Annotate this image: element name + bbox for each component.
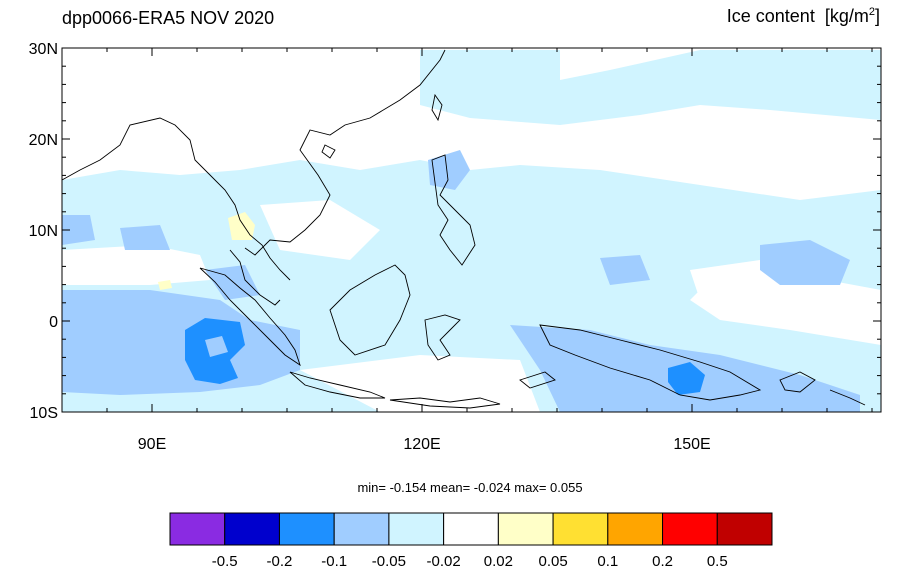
shade-yellow-dot: [158, 280, 172, 290]
shade-white-hole-4: [260, 200, 380, 260]
coast-borneo: [329, 264, 411, 356]
lat-label: 0: [49, 314, 58, 331]
coast-sulawesi: [424, 314, 461, 361]
coast-philippines: [431, 154, 476, 266]
shade-light-blue-west: [62, 215, 95, 245]
colorbar-swatch: [169, 512, 226, 546]
map-title: dpp0066-ERA5 NOV 2020: [62, 8, 275, 28]
shade-light-blue-bay: [120, 225, 170, 250]
coast-sumatra: [199, 267, 301, 367]
colorbar-swatch: [607, 512, 664, 546]
colorbar-swatch: [278, 512, 335, 546]
lat-label: 30N: [29, 41, 58, 58]
coastlines: [62, 49, 866, 409]
shade-light-cyan-north: [420, 50, 881, 125]
lon-label: 120E: [403, 436, 440, 453]
coast-taiwan: [431, 93, 443, 122]
colorbar-swatch: [552, 512, 609, 546]
lon-label: 90E: [138, 436, 166, 453]
lat-label: 10S: [30, 405, 58, 422]
coast-solomon: [829, 389, 866, 406]
coast-new-guinea: [539, 324, 762, 401]
shade-white-hole-1: [62, 245, 210, 285]
shade-blue-newguinea: [668, 362, 705, 395]
colorbar-tick-label: -0.5: [211, 553, 238, 570]
colorbar-tick-label: -0.1: [321, 553, 348, 570]
shade-light-blue-center: [600, 255, 650, 285]
shade-light-blue-philippines: [428, 150, 470, 190]
axis-ticks: [61, 47, 881, 413]
colorbar-tick-label: 0.2: [652, 553, 673, 570]
lat-label: 20N: [29, 132, 58, 149]
coast-indochina: [244, 49, 446, 256]
colorbar-swatch: [224, 512, 280, 546]
coast-lesser-sunda: [389, 397, 501, 409]
variable-title: Ice content [kg/m2]: [726, 6, 880, 26]
colorbar-tick-label: -0.05: [371, 553, 407, 570]
coast-java: [289, 371, 386, 399]
coast-bismarck: [779, 371, 816, 393]
colorbar-tick-label: -0.02: [426, 553, 461, 570]
lat-label: 10N: [29, 223, 58, 240]
colorbar-tick-label: -0.2: [266, 553, 293, 570]
colorbar-swatch: [443, 512, 499, 546]
colorbar-tick-label: 0.05: [538, 553, 568, 570]
colorbar-tick-label: 0.02: [483, 553, 513, 570]
stats-line: min= -0.154 mean= -0.024 max= 0.055: [357, 480, 583, 495]
lon-label: 150E: [673, 436, 710, 453]
colorbar-tick-label: 0.5: [706, 553, 728, 570]
coast-malay-peninsula: [229, 249, 281, 306]
colorbar-swatch: [388, 512, 445, 546]
colorbar-swatch: [497, 512, 554, 546]
field-shading: [62, 50, 881, 412]
coast-hainan: [321, 144, 336, 159]
shade-light-blue-east: [760, 240, 850, 285]
axis-labels: 30N 20N 10N 0 10S 90E 120E 150E: [29, 41, 711, 453]
colorbar: [169, 512, 773, 546]
colorbar-tick-label: 0.1: [597, 553, 619, 570]
shade-light-blue-hole: [205, 336, 228, 357]
colorbar-swatch: [333, 512, 390, 546]
colorbar-swatch: [662, 512, 718, 546]
coast-timor: [519, 371, 556, 389]
shade-light-blue-malaysia: [205, 265, 260, 300]
shade-light-blue-south: [62, 290, 300, 395]
colorbar-swatch: [716, 512, 773, 546]
